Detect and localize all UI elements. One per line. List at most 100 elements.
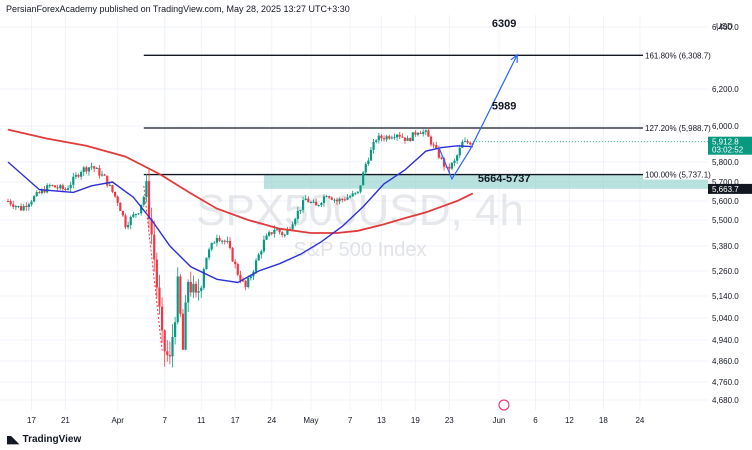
publisher-caption: PersianForexAcademy published on Trading…: [6, 4, 350, 14]
candle-body: [448, 166, 451, 169]
candle-body: [416, 132, 420, 135]
x-tick-label: 24: [267, 416, 276, 425]
y-tick-label: 5,500.0: [712, 216, 739, 225]
candle-body: [409, 138, 412, 141]
candle-body: [48, 185, 51, 187]
candle-body: [458, 147, 461, 156]
candle-body: [432, 144, 435, 146]
candle-body: [53, 185, 57, 188]
candle-body: [100, 174, 104, 176]
candle-body: [145, 181, 148, 197]
candle-body: [299, 209, 302, 211]
candle-body: [223, 240, 226, 242]
ma-fast-line: [7, 145, 473, 284]
candle-body: [12, 204, 15, 207]
candle-body: [231, 247, 234, 262]
candle-body: [429, 136, 433, 145]
candle-body: [414, 132, 417, 135]
candle-body: [59, 185, 62, 189]
candle-body: [257, 254, 260, 261]
fib-label-bg: [643, 170, 714, 180]
y-tick-label: 5,140.0: [712, 292, 739, 301]
candle-body: [129, 216, 132, 226]
drawings: [143, 53, 518, 351]
y-tick-label: 5,380.0: [712, 242, 739, 251]
candle-body: [171, 336, 174, 357]
candle-body: [113, 191, 117, 197]
x-tick-label: Apr: [111, 416, 124, 425]
x-tick-label: 23: [445, 416, 454, 425]
x-tick-label: 6: [533, 416, 538, 425]
candle-body: [17, 206, 20, 208]
x-tick-label: 13: [377, 416, 386, 425]
candle-body: [422, 131, 425, 134]
candle-body: [275, 229, 279, 231]
candle-body: [61, 185, 64, 189]
y-tick-label: 4,860.0: [712, 357, 739, 366]
candle-body: [103, 174, 106, 176]
candle-body: [200, 287, 203, 292]
goto-realtime-icon: [498, 399, 510, 411]
y-tick-label: 6,200.0: [712, 85, 739, 94]
candle-body: [218, 237, 221, 241]
footer-brand[interactable]: ▮◣ TradingView: [6, 433, 81, 446]
candle-body: [354, 192, 357, 194]
fib-label: 100.00% (5,737.1): [645, 171, 711, 180]
fib-label: 127.20% (5,988.7): [645, 124, 711, 133]
candle-body: [56, 187, 59, 189]
candle-body: [369, 149, 373, 161]
candle-body: [166, 351, 169, 356]
candle-body: [341, 198, 344, 200]
candle-body: [388, 136, 391, 139]
candle-body: [367, 160, 370, 165]
price-badge-timer: 03:02:52: [712, 146, 744, 155]
time-axis[interactable]: 17 21 Apr 7 11 17 24 May 7 13 19 23 Jun 6 12 18 24: [27, 399, 645, 425]
candle-body: [301, 200, 305, 210]
fib-label: 161.80% (6,308.7): [645, 51, 711, 60]
fib-label-bg: [643, 124, 714, 134]
candle-body: [398, 134, 401, 137]
candle-body: [351, 193, 354, 197]
candle-body: [281, 232, 284, 235]
x-tick-label: 7: [348, 416, 353, 425]
candle-body: [147, 181, 151, 220]
y-tick-label: 5,260.0: [712, 267, 739, 276]
candle-body: [127, 225, 130, 228]
candle-body: [270, 232, 273, 234]
x-tick-label: 7: [162, 416, 167, 425]
candle-body: [66, 188, 70, 190]
candle-body: [427, 130, 430, 137]
candle-body: [137, 213, 140, 215]
candles: [6, 127, 474, 368]
candle-body: [121, 211, 124, 216]
candle-body: [119, 202, 122, 212]
price-axis[interactable]: USD6,400.06,200.06,000.05,800.05,700.05,…: [472, 22, 752, 405]
candle-body: [158, 287, 161, 307]
candle-body: [268, 232, 271, 236]
candle-body: [291, 224, 294, 230]
candle-body: [77, 174, 80, 177]
candle-body: [440, 157, 443, 159]
candle-body: [111, 185, 114, 192]
y-tick-label: 5,800.0: [712, 158, 739, 167]
candle-body: [286, 229, 289, 235]
candle-body: [82, 167, 85, 172]
candle-body: [322, 196, 326, 203]
candle-body: [213, 242, 216, 244]
candle-body: [64, 188, 67, 190]
candle-body: [25, 205, 28, 208]
candle-body: [338, 198, 341, 202]
y-tick-label: 5,040.0: [712, 314, 739, 323]
candle-body: [307, 198, 310, 203]
candle-body: [356, 191, 360, 193]
candle-body: [453, 160, 456, 163]
candle-body: [249, 276, 252, 279]
candle-body: [343, 199, 346, 201]
candle-body: [304, 198, 307, 201]
candle-body: [33, 196, 36, 202]
candle-body: [87, 167, 91, 172]
candle-body: [450, 162, 454, 169]
currency-label: USD: [716, 22, 733, 31]
tradingview-logo-icon: ▮◣: [6, 434, 19, 446]
